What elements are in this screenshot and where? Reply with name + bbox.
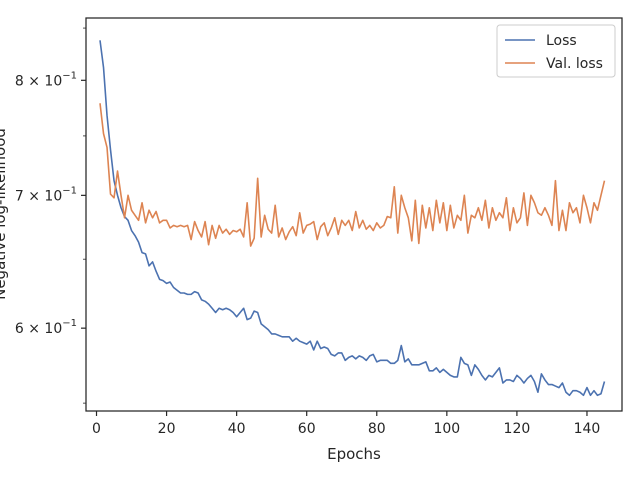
x-tick-label: 100	[433, 421, 460, 437]
x-tick-label: 40	[228, 421, 246, 437]
x-tick-label: 80	[368, 421, 386, 437]
y-tick-label: 6 × 10−1	[15, 318, 77, 337]
y-axis: 6 × 10−1 7 × 10−1 8 × 10−1	[15, 27, 86, 404]
x-tick-label: 0	[92, 421, 101, 437]
x-axis: 0 20 40 60 80 100 120 140	[92, 411, 600, 437]
x-axis-label: Epochs	[327, 445, 381, 463]
x-tick-label: 140	[574, 421, 601, 437]
x-tick-label: 60	[298, 421, 316, 437]
x-tick-label: 120	[504, 421, 531, 437]
legend-label-loss: Loss	[546, 33, 577, 49]
y-tick-label: 8 × 10−1	[15, 70, 77, 89]
y-axis-label: Negative log-likelihood	[0, 128, 9, 300]
axes-frame	[85, 17, 623, 412]
legend: Loss Val. loss	[496, 24, 616, 78]
legend-label-val-loss: Val. loss	[546, 56, 603, 72]
legend-box	[496, 24, 616, 78]
x-tick-label: 20	[158, 421, 176, 437]
series-line-val-loss	[99, 103, 606, 247]
series-line-loss	[99, 40, 606, 397]
y-tick-label: 7 × 10−1	[15, 185, 77, 204]
plot-area	[99, 40, 606, 397]
